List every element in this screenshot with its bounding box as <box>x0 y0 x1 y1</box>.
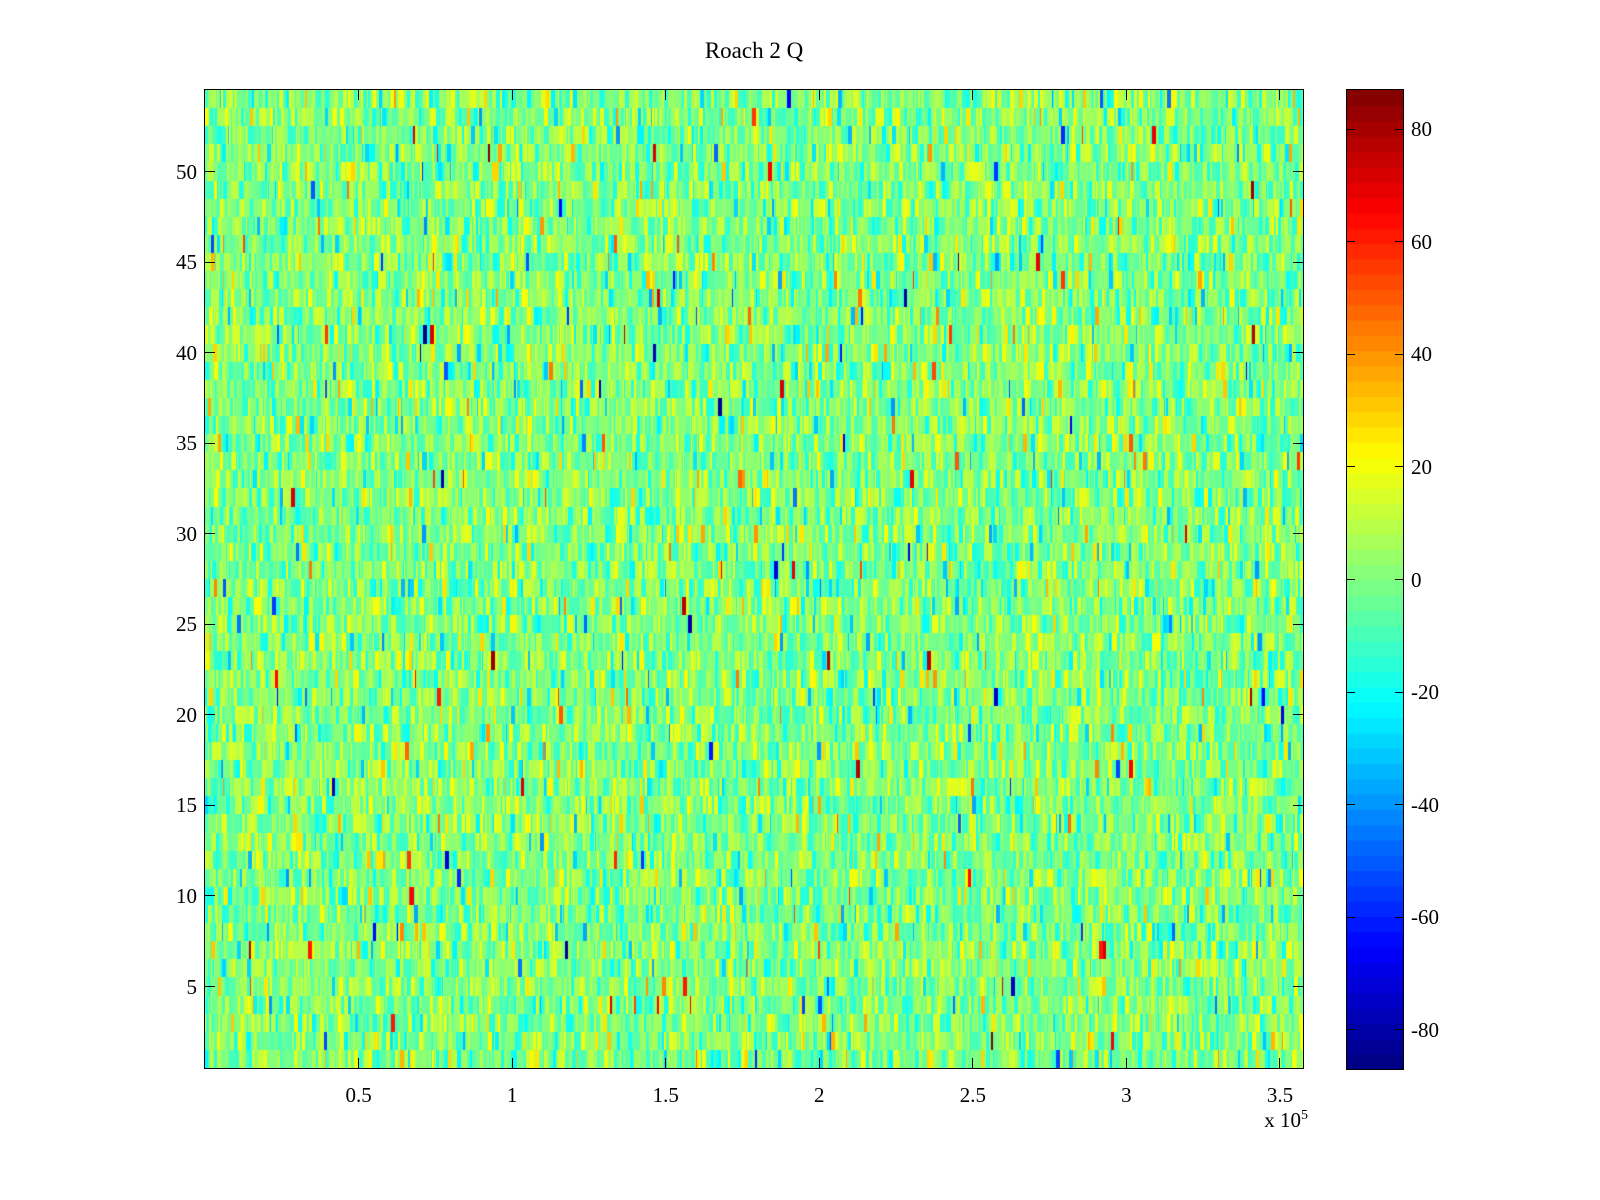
y-tick-mark <box>205 804 215 806</box>
x-tick-mark <box>665 1058 667 1068</box>
x-tick-label: 1.5 <box>652 1083 679 1107</box>
y-tick-label: 20 <box>176 702 197 727</box>
y-tick-label: 30 <box>176 521 197 546</box>
colorbar-tick-mark-left <box>1347 466 1355 468</box>
colorbar-tick-label: 0 <box>1411 567 1422 592</box>
colorbar-tick-mark-left <box>1347 241 1355 243</box>
colorbar-tick-mark-left <box>1347 579 1355 580</box>
y-tick-label: 15 <box>176 793 197 818</box>
heatmap-canvas <box>205 90 1303 1068</box>
x-tick-mark-top <box>358 90 360 100</box>
y-tick-mark-right <box>1293 261 1303 263</box>
y-tick-mark-right <box>1293 442 1303 444</box>
colorbar-tick-label: 20 <box>1411 454 1432 479</box>
x-tick-mark-top <box>818 90 820 100</box>
x-tick-mark <box>818 1058 820 1068</box>
y-tick-label: 35 <box>176 431 197 456</box>
x-axis-exponent-power: 5 <box>1301 1108 1308 1123</box>
colorbar-tick-label: 40 <box>1411 342 1432 367</box>
colorbar-tick-label: -60 <box>1411 905 1439 930</box>
y-tick-mark-right <box>1293 623 1303 625</box>
y-tick-mark-right <box>1293 986 1303 987</box>
y-tick-mark <box>205 261 215 263</box>
y-tick-label: 5 <box>186 974 198 999</box>
x-tick-mark <box>511 1058 513 1068</box>
colorbar-tick-mark-right <box>1395 1029 1403 1031</box>
y-tick-label: 10 <box>176 883 197 908</box>
x-tick-mark <box>972 1058 974 1068</box>
x-tick-mark-top <box>1125 90 1127 100</box>
colorbar-tick-label: -80 <box>1411 1017 1439 1042</box>
x-tick-mark <box>1125 1058 1127 1068</box>
x-tick-label: 0.5 <box>345 1083 372 1107</box>
y-tick-mark-right <box>1293 895 1303 897</box>
x-tick-mark-top <box>665 90 667 100</box>
x-axis-exponent-base: x 10 <box>1264 1108 1301 1132</box>
colorbar-tick-mark-left <box>1347 691 1355 693</box>
x-tick-label: 1 <box>506 1083 518 1107</box>
y-tick-label: 45 <box>176 250 197 275</box>
x-tick-mark <box>1279 1058 1281 1068</box>
colorbar-tick-label: -40 <box>1411 792 1439 817</box>
x-tick-mark-top <box>972 90 974 100</box>
colorbar-tick-mark-right <box>1395 466 1403 468</box>
y-tick-mark-right <box>1293 171 1303 172</box>
plot-title: Roach 2 Q <box>704 38 804 63</box>
y-tick-mark <box>205 714 215 716</box>
colorbar-tick-label: -20 <box>1411 680 1439 705</box>
colorbar-canvas <box>1347 90 1403 1069</box>
y-tick-label: 50 <box>176 159 197 184</box>
colorbar <box>1346 89 1404 1070</box>
x-tick-mark-top <box>511 90 513 100</box>
colorbar-tick-mark-right <box>1395 916 1403 918</box>
colorbar-tick-mark-right <box>1395 691 1403 693</box>
colorbar-tick-label: 80 <box>1411 117 1432 142</box>
y-tick-mark-right <box>1293 352 1303 354</box>
x-tick-label: 3.5 <box>1266 1083 1294 1107</box>
colorbar-tick-mark-left <box>1347 1029 1355 1031</box>
y-tick-mark <box>205 895 215 897</box>
colorbar-tick-mark-left <box>1347 128 1355 130</box>
y-tick-mark-right <box>1293 714 1303 716</box>
y-tick-label: 40 <box>176 340 197 365</box>
y-tick-mark <box>205 352 215 354</box>
y-tick-mark <box>205 442 215 444</box>
colorbar-tick-mark-right <box>1395 353 1403 355</box>
heatmap-plot-area <box>204 89 1304 1069</box>
y-tick-mark-right <box>1293 533 1303 535</box>
y-tick-mark-right <box>1293 804 1303 806</box>
colorbar-tick-mark-left <box>1347 916 1355 918</box>
colorbar-tick-mark-right <box>1395 241 1403 243</box>
colorbar-tick-mark-right <box>1395 579 1403 580</box>
x-tick-label: 2 <box>814 1083 825 1107</box>
x-tick-mark-top <box>1279 90 1281 100</box>
colorbar-tick-mark-right <box>1395 804 1403 806</box>
colorbar-tick-mark-left <box>1347 353 1355 355</box>
x-tick-label: 2.5 <box>959 1083 986 1107</box>
x-axis-exponent-label: x 105 <box>1150 1108 1308 1133</box>
y-tick-mark <box>205 533 215 535</box>
colorbar-tick-mark-right <box>1395 128 1403 130</box>
y-tick-label: 25 <box>176 612 197 637</box>
y-tick-mark <box>205 986 215 987</box>
y-tick-mark <box>205 623 215 625</box>
colorbar-tick-label: 60 <box>1411 229 1432 254</box>
x-tick-mark <box>358 1058 360 1068</box>
colorbar-tick-mark-left <box>1347 804 1355 806</box>
x-tick-label: 3 <box>1121 1083 1132 1107</box>
y-tick-mark <box>205 171 215 172</box>
